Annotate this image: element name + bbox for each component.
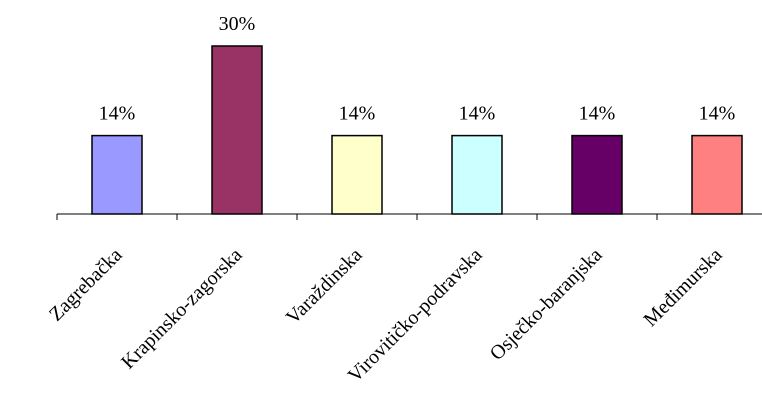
data-label-viroviticko-podravska: 14% bbox=[459, 103, 496, 125]
x-tick-label-osjecko-baranjska: Osječko-baranjska bbox=[486, 244, 607, 365]
bar-krapinsko-zagorska bbox=[211, 45, 263, 215]
data-label-osjecko-baranjska: 14% bbox=[579, 103, 616, 125]
x-tick-label-krapinsko-zagorska: Krapinsko-zagorska bbox=[117, 244, 247, 374]
x-tick-label-varazdinska: Varaždinska bbox=[282, 244, 367, 329]
bar-varazdinska bbox=[331, 134, 383, 215]
bar-zagrebacka bbox=[91, 134, 143, 215]
bar-viroviticko-podravska bbox=[451, 134, 503, 215]
x-tick-label-viroviticko-podravska: Virovitičko-podravska bbox=[344, 244, 487, 387]
bars-layer bbox=[91, 45, 743, 215]
bar-osjecko-baranjska bbox=[571, 134, 623, 215]
data-label-medimurska: 14% bbox=[699, 103, 736, 125]
data-label-krapinsko-zagorska: 30% bbox=[219, 13, 256, 35]
data-labels-layer: 14% 30% 14% 14% 14% 14% bbox=[99, 13, 736, 125]
x-tick-label-zagrebacka: Zagrebačka bbox=[45, 244, 127, 326]
x-axis bbox=[56, 213, 762, 220]
bar-medimurska bbox=[691, 134, 743, 215]
data-label-varazdinska: 14% bbox=[339, 103, 376, 125]
data-label-zagrebacka: 14% bbox=[99, 103, 136, 125]
x-tick-label-medimurska: Međimurska bbox=[639, 244, 726, 331]
